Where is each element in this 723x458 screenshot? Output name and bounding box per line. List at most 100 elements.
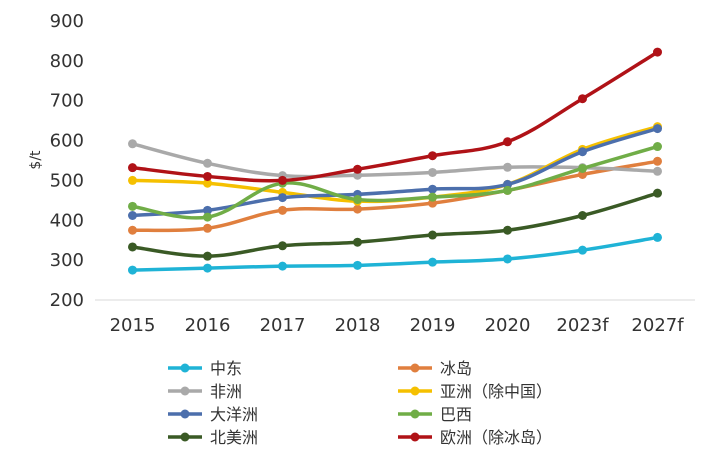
data-point [128, 163, 137, 173]
series-line [130, 191, 660, 258]
data-point [578, 245, 587, 255]
data-point [653, 188, 662, 198]
legend-marker [410, 363, 420, 373]
data-point [653, 124, 662, 134]
data-point [128, 175, 137, 185]
data-point [278, 175, 287, 185]
data-point [428, 257, 437, 267]
legend-marker [180, 409, 190, 419]
data-point [203, 205, 212, 215]
x-tick-label: 2023f [556, 315, 609, 336]
data-point [128, 265, 137, 275]
data-point [578, 163, 587, 173]
data-point [653, 232, 662, 242]
data-point [503, 254, 512, 264]
data-point [353, 204, 362, 214]
data-point [203, 263, 212, 273]
x-tick-label: 2020 [485, 315, 531, 336]
data-point [128, 211, 137, 221]
data-point [428, 151, 437, 161]
x-tick-label: 2027f [631, 315, 684, 336]
axes: 200 300 400 500 600 700 800 900 2015 2016 2017 2018… [28, 11, 695, 336]
data-point [428, 192, 437, 202]
data-point [578, 211, 587, 221]
data-point [278, 205, 287, 215]
data-point [653, 142, 662, 152]
data-point [503, 185, 512, 195]
legend-item: 欧洲（除冰岛） [398, 428, 552, 447]
legend-label: 大洋洲 [210, 405, 258, 424]
y-tick-label: 700 [50, 91, 84, 112]
data-point [428, 167, 437, 177]
series-line [130, 144, 660, 220]
x-tick-label: 2017 [260, 315, 306, 336]
data-point [128, 201, 137, 211]
legend-item: 亚洲（除中国） [398, 382, 552, 401]
x-tick-label: 2016 [185, 315, 231, 336]
data-point [353, 195, 362, 205]
data-point [203, 158, 212, 168]
legend-item: 冰岛 [398, 359, 472, 378]
data-point [128, 225, 137, 235]
series-line [130, 142, 660, 179]
data-point [503, 162, 512, 172]
series-1 [128, 156, 662, 235]
data-point [578, 94, 587, 104]
x-tick-label: 2018 [335, 315, 381, 336]
data-point [503, 137, 512, 147]
series-7 [128, 47, 662, 185]
data-point [203, 251, 212, 261]
legend-label: 欧洲（除冰岛） [440, 428, 552, 447]
legend-marker [410, 409, 420, 419]
series-0 [128, 232, 662, 275]
series-lines [128, 47, 662, 275]
data-point [653, 47, 662, 57]
legend-marker [180, 363, 190, 373]
data-point [128, 242, 137, 252]
series-6 [128, 188, 662, 261]
data-point [503, 225, 512, 235]
series-line [130, 159, 660, 233]
legend-item: 中东 [168, 359, 242, 378]
data-point [578, 147, 587, 157]
data-point [353, 237, 362, 247]
legend-marker [180, 432, 190, 442]
legend-item: 大洋洲 [168, 405, 258, 424]
y-axis-label: $/t [28, 150, 44, 170]
legend-label: 北美洲 [210, 428, 258, 447]
data-point [278, 261, 287, 271]
legend-item: 非洲 [168, 382, 242, 401]
series-4 [128, 124, 662, 221]
data-point [353, 164, 362, 174]
y-tick-label: 900 [50, 11, 84, 32]
legend-item: 巴西 [398, 405, 472, 424]
data-point [428, 184, 437, 194]
data-point [128, 139, 137, 149]
data-point [278, 193, 287, 203]
series-line [130, 235, 660, 272]
y-tick-label: 400 [50, 210, 84, 231]
legend-marker [410, 386, 420, 396]
y-tick-label: 500 [50, 170, 84, 191]
legend-label: 非洲 [210, 382, 242, 401]
series-5 [128, 142, 662, 222]
legend-label: 亚洲（除中国） [440, 382, 552, 401]
y-tick-label: 200 [50, 290, 84, 311]
data-point [428, 230, 437, 240]
x-tick-label: 2015 [110, 315, 156, 336]
legend-marker [180, 386, 190, 396]
data-point [203, 223, 212, 233]
data-point [653, 156, 662, 166]
series-line [130, 126, 660, 218]
legend-marker [410, 432, 420, 442]
y-tick-label: 600 [50, 131, 84, 152]
x-tick-label: 2019 [410, 315, 456, 336]
data-point [203, 178, 212, 188]
y-tick-label: 300 [50, 250, 84, 271]
legend-item: 北美洲 [168, 428, 258, 447]
legend-label: 中东 [210, 359, 242, 378]
legend-label: 冰岛 [440, 359, 472, 378]
